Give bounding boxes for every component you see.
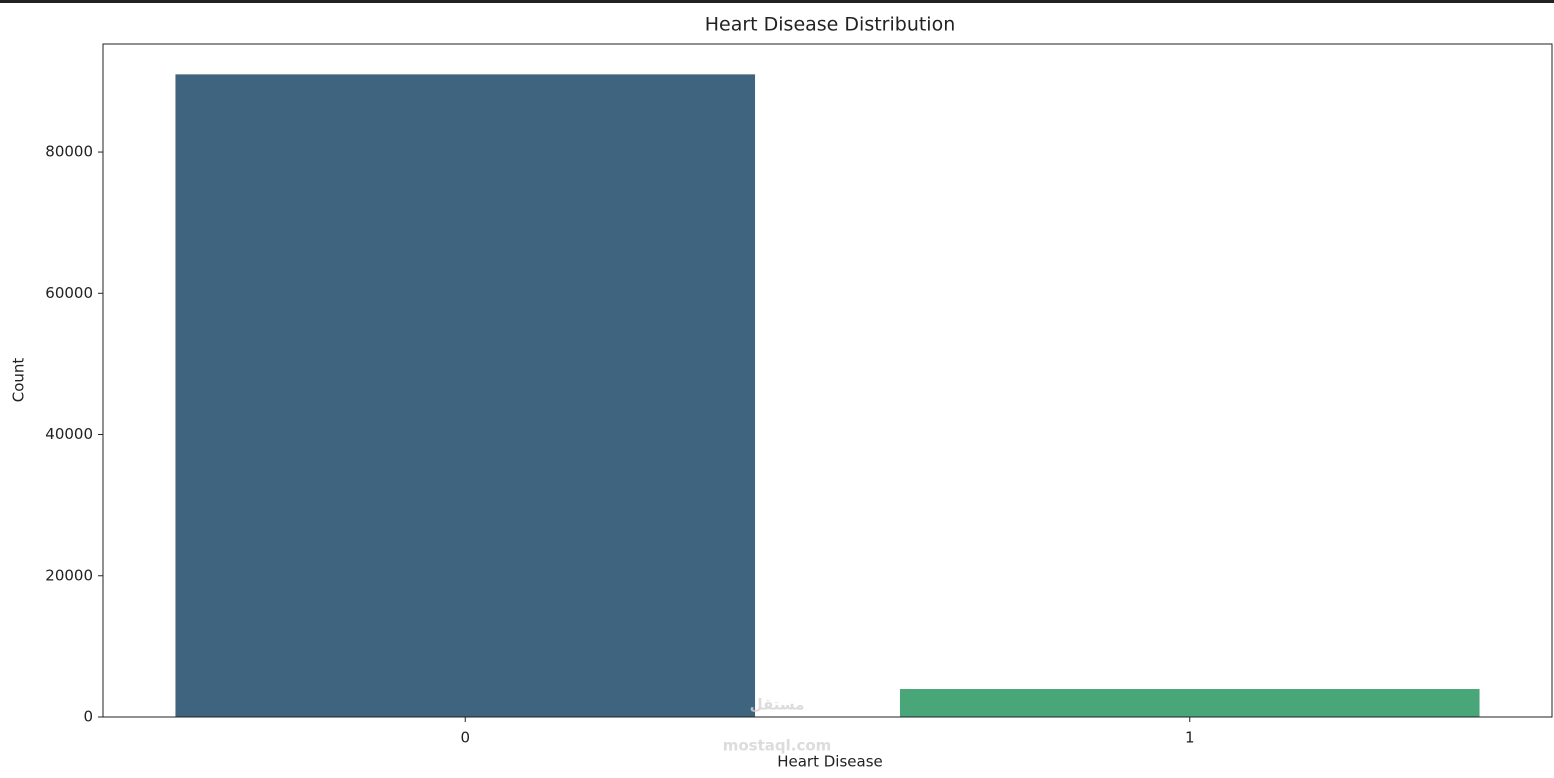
y-tick-label: 80000 — [45, 143, 93, 161]
y-axis-label: Count — [10, 358, 28, 403]
chart-title: Heart Disease Distribution — [705, 14, 956, 36]
frame-top — [0, 0, 1554, 3]
bar — [899, 689, 1480, 717]
axes-frame — [102, 43, 1553, 718]
y-tick-label: 40000 — [45, 425, 93, 443]
bar — [175, 74, 756, 717]
watermark: mostaql.com — [723, 737, 832, 755]
x-tick-label: 0 — [460, 729, 470, 747]
x-tick-label: 1 — [1185, 729, 1195, 747]
y-tick-label: 20000 — [45, 566, 93, 584]
y-tick-label: 0 — [83, 708, 93, 726]
watermark: مستقل — [750, 696, 805, 714]
x-axis-label: Heart Disease — [777, 753, 883, 771]
y-tick-label: 60000 — [45, 284, 93, 302]
